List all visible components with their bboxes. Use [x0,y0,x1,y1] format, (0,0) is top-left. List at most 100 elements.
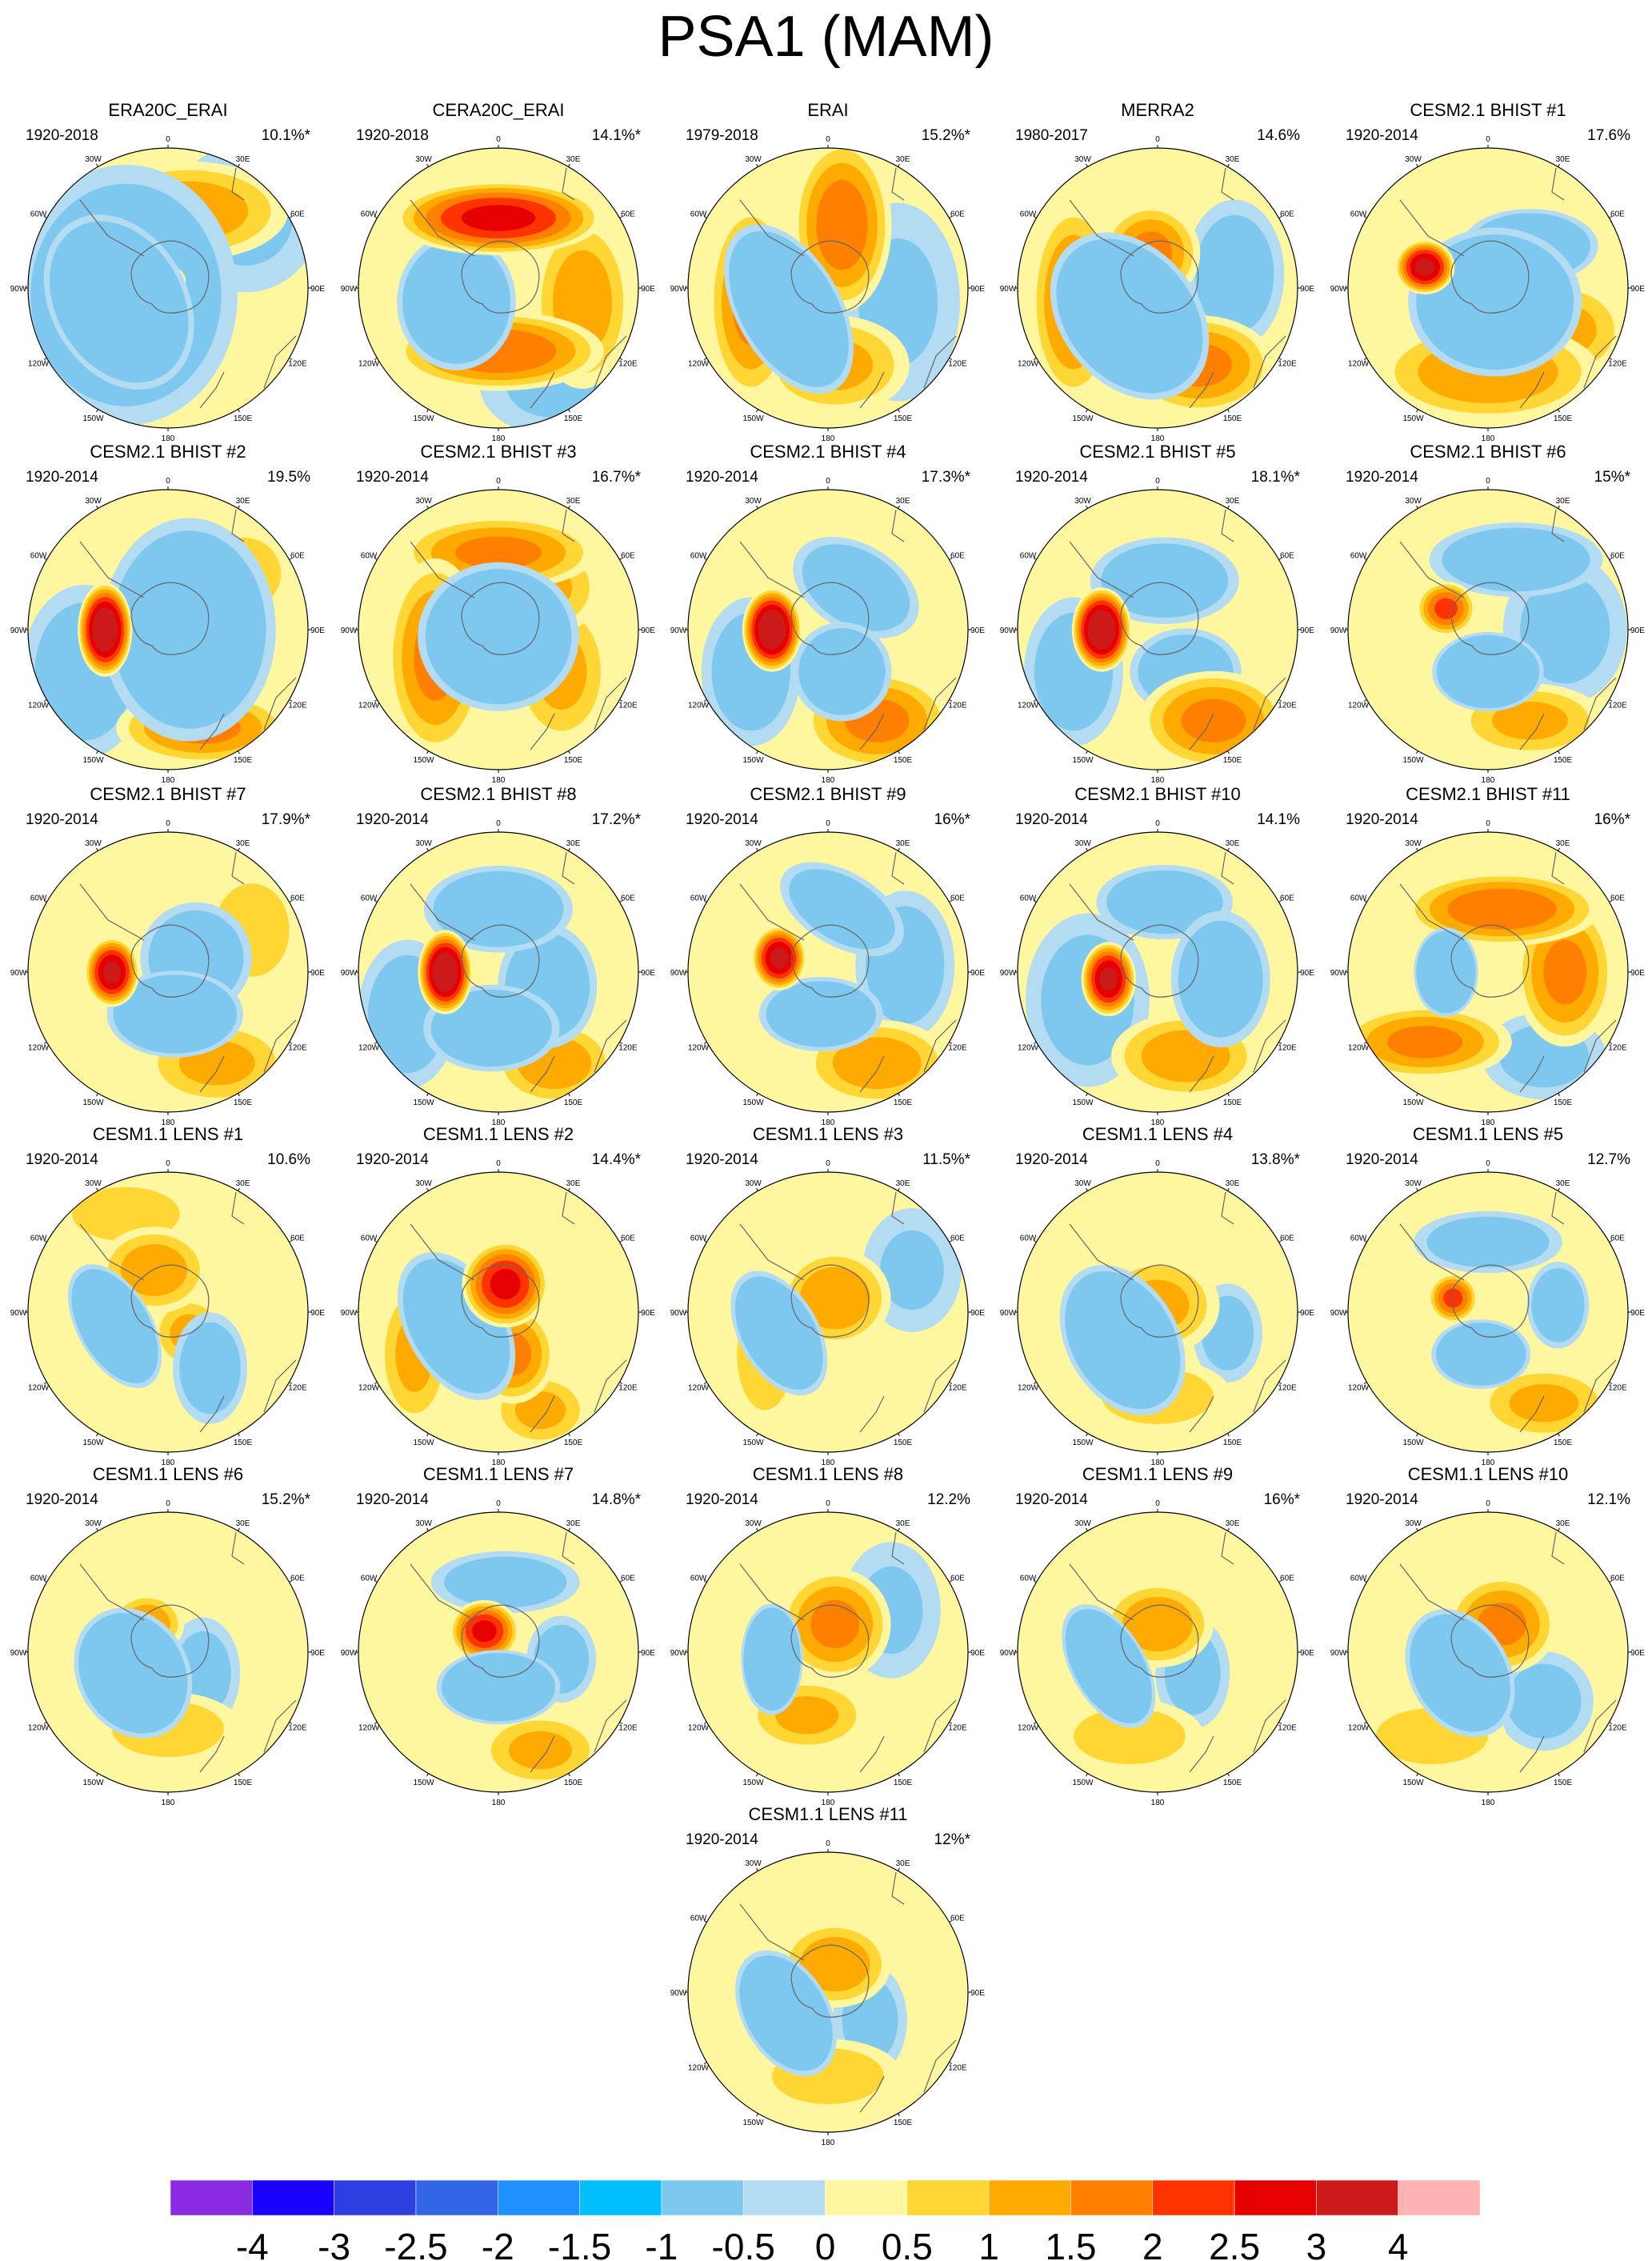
antarctica-coastline [1120,924,1199,998]
longitude-label: 60W [361,894,378,903]
colorbar-label: -1.5 [548,2226,611,2261]
longitude-label: 60W [1020,210,1037,219]
longitude-label: 180 [162,434,175,443]
longitude-tick [949,358,953,360]
longitude-tick [426,163,429,167]
longitude-tick [949,1920,953,1923]
longitude-tick [568,505,570,509]
longitude-label: 0 [166,477,170,486]
longitude-tick [1609,1382,1613,1384]
longitude-label: 120W [28,702,50,710]
longitude-label: 0 [1486,1499,1490,1508]
longitude-label: 60E [290,1235,305,1243]
longitude-tick [426,505,429,509]
longitude-label: 60E [1610,552,1625,561]
longitude-label: 120W [28,360,50,369]
contour-level [1195,214,1274,334]
longitude-label: 150E [894,1779,913,1787]
longitude-tick [96,163,98,167]
longitude-tick [1278,1240,1282,1243]
polar-map: 0 30E 60E 90E 120E 150E 180 150W 120W 90W 60W 30W [10,819,326,1127]
longitude-label: 0 [826,477,830,486]
longitude-label: 30E [1226,1179,1240,1188]
contour-level [78,1612,188,1734]
longitude-label: 90W [1330,1309,1347,1318]
longitude-label: 180 [1482,1459,1495,1467]
longitude-label: 150W [82,414,104,423]
south-america-coastline [739,1903,805,1961]
longitude-label: 120W [1018,1724,1039,1733]
panel-title: CERA20C_ERAI [432,100,565,120]
contour-level [1065,1271,1181,1410]
contour-level [490,1268,521,1300]
longitude-tick [1086,1433,1088,1437]
panel-variance-percent: 14.1%* [591,127,641,144]
longitude-label: 180 [1151,1459,1165,1467]
longitude-tick [1086,409,1088,413]
longitude-label: 90E [970,969,985,978]
contour-field [688,832,968,1112]
new-zealand-coastline [199,1735,225,1773]
longitude-label: 120W [28,1044,50,1053]
panel-period: 1920-2014 [1015,469,1088,486]
panel-variance-percent: 14.8%* [591,1491,641,1508]
longitude-label: 0 [496,1159,501,1168]
map-panel: CERA20C_ERAI 1920-2018 14.1%* 0 30E 60E 90E 120… [338,100,658,443]
longitude-label: 60W [690,1235,707,1243]
longitude-label: 60E [950,210,965,219]
longitude-tick [1227,1093,1230,1097]
longitude-label: 30W [745,1519,762,1528]
longitude-tick [1363,216,1367,218]
longitude-label: 30E [1556,1179,1570,1188]
longitude-label: 0 [166,1159,170,1168]
longitude-tick [238,163,240,167]
longitude-label: 60W [1020,1235,1037,1243]
longitude-label: 30W [1074,1179,1091,1188]
longitude-label: 30E [566,839,581,848]
contour-field [28,832,308,1112]
panel-period: 1920-2014 [686,811,758,828]
contour-field [1018,490,1298,770]
africa-coastline [1551,167,1565,201]
antarctica-coastline [790,240,870,314]
longitude-label: 60E [621,552,635,561]
panel-period: 1920-2014 [26,469,98,486]
antarctica-coastline [461,582,540,655]
longitude-tick [1363,1240,1367,1243]
panel-variance-percent: 12%* [934,1831,970,1848]
longitude-label: 150W [1402,1779,1424,1787]
longitude-tick [756,1187,758,1191]
longitude-tick [949,1042,953,1044]
south-america-coastline [739,883,805,941]
panel-variance-percent: 16%* [1263,1491,1300,1508]
longitude-label: 150W [1072,756,1094,765]
longitude-label: 150E [234,414,253,423]
longitude-label: 90W [1330,1649,1347,1658]
contour-level [1447,888,1557,930]
longitude-tick [1609,1042,1613,1044]
longitude-label: 150W [742,414,764,423]
longitude-label: 120W [1348,702,1370,710]
longitude-tick [703,2062,707,2064]
contour-level [802,544,910,631]
longitude-tick [898,1773,900,1777]
longitude-label: 150E [564,1098,583,1107]
longitude-label: 90W [10,285,27,294]
longitude-label: 60E [621,1575,635,1583]
longitude-label: 90E [970,1309,985,1318]
contour-level [729,230,849,387]
longitude-label: 90E [641,285,655,294]
longitude-label: 30E [896,497,910,506]
panel-variance-percent: 13.8%* [1250,1151,1300,1168]
longitude-label: 120W [358,1044,380,1053]
longitude-tick [1033,1722,1037,1724]
new-zealand-coastline [1189,371,1214,409]
longitude-tick [756,1527,758,1531]
africa-coastline [231,167,245,201]
longitude-label: 150E [564,1439,583,1447]
longitude-label: 120W [1018,1384,1039,1393]
longitude-label: 120W [28,1724,50,1733]
map-panel: CESM2.1 BHIST #3 1920-2014 16.7%* 0 30E 60E 90… [338,442,658,785]
contour-level [1087,610,1116,650]
longitude-label: 30W [1405,1179,1422,1188]
